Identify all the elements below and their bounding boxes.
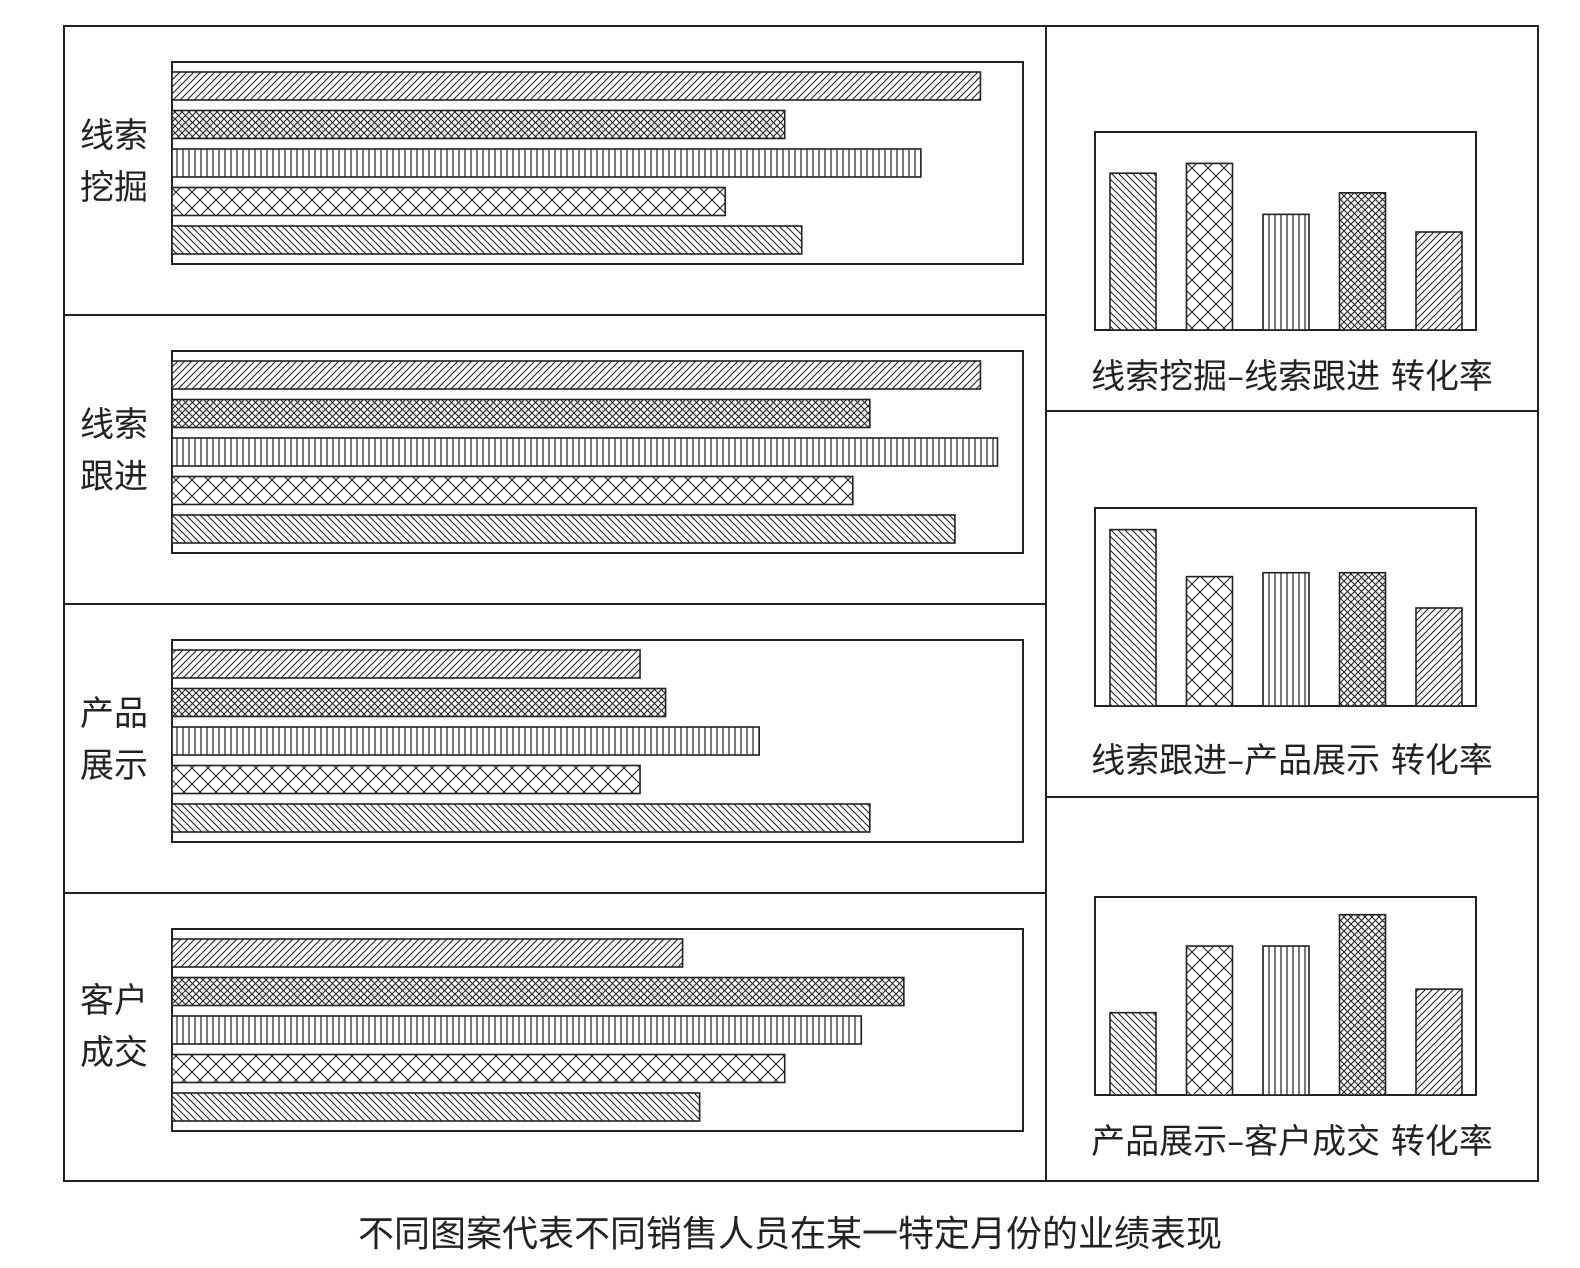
stage-panel: 客户 成交 — [80, 928, 1024, 1132]
vertical-bar — [1185, 945, 1234, 1096]
horizontal-bar — [171, 649, 641, 679]
horizontal-bar — [171, 687, 667, 718]
vertical-bar — [1262, 945, 1310, 1096]
stage-label-line: 产品 — [80, 694, 148, 734]
rate-panel: 线索挖掘–线索跟进 转化率 — [1091, 131, 1493, 397]
horizontal-bar — [171, 1015, 863, 1045]
horizontal-bar — [171, 764, 641, 795]
vertical-bar — [1415, 607, 1463, 707]
stage-label-line: 展示 — [80, 746, 148, 786]
rate-panel: 线索跟进–产品展示 转化率 — [1091, 507, 1493, 781]
figure-caption: 不同图案代表不同销售人员在某一特定月份的业绩表现 — [357, 1214, 1222, 1255]
vertical-bar — [1262, 571, 1310, 707]
vertical-bar — [1415, 988, 1463, 1096]
horizontal-bar — [171, 726, 760, 756]
vertical-bar — [1415, 231, 1463, 331]
vertical-bar — [1185, 162, 1234, 331]
horizontal-bar — [171, 437, 999, 467]
vertical-bar — [1338, 192, 1387, 331]
stage-panel: 产品 展示 — [80, 639, 1024, 843]
rate-chart-title: 产品展示–客户成交 转化率 — [1091, 1122, 1493, 1162]
stage-label-line: 跟进 — [80, 457, 148, 497]
rate-panel: 产品展示–客户成交 转化率 — [1091, 896, 1493, 1162]
horizontal-bar — [171, 71, 982, 101]
stage-label-line: 挖掘 — [80, 168, 148, 208]
vertical-bar — [1109, 528, 1157, 707]
vertical-bar — [1109, 1011, 1157, 1096]
vertical-bar — [1185, 575, 1234, 707]
horizontal-bar — [171, 109, 786, 140]
horizontal-bar — [171, 225, 803, 255]
vertical-bar — [1338, 913, 1387, 1096]
horizontal-bar — [171, 148, 922, 178]
vertical-bar — [1262, 213, 1310, 331]
horizontal-bar — [171, 1092, 701, 1122]
vertical-bar — [1109, 172, 1157, 331]
horizontal-bar — [171, 398, 871, 429]
rate-chart-title: 线索挖掘–线索跟进 转化率 — [1091, 357, 1493, 397]
vertical-bar — [1338, 571, 1387, 707]
horizontal-bar — [171, 186, 726, 217]
stage-label-line: 成交 — [80, 1033, 148, 1073]
horizontal-bar — [171, 514, 956, 544]
stage-panel: 线索 挖掘 — [80, 61, 1024, 265]
horizontal-bar — [171, 938, 684, 968]
horizontal-bar — [171, 1053, 786, 1084]
horizontal-bar — [171, 475, 854, 506]
horizontal-bar — [171, 976, 905, 1007]
stage-label-line: 线索 — [80, 405, 148, 445]
horizontal-bar — [171, 360, 982, 390]
rate-chart-title: 线索跟进–产品展示 转化率 — [1091, 741, 1493, 781]
stage-label-line: 客户 — [80, 981, 148, 1021]
stage-panel: 线索 跟进 — [80, 350, 1024, 554]
stage-label-line: 线索 — [80, 116, 148, 156]
horizontal-bar — [171, 803, 871, 833]
